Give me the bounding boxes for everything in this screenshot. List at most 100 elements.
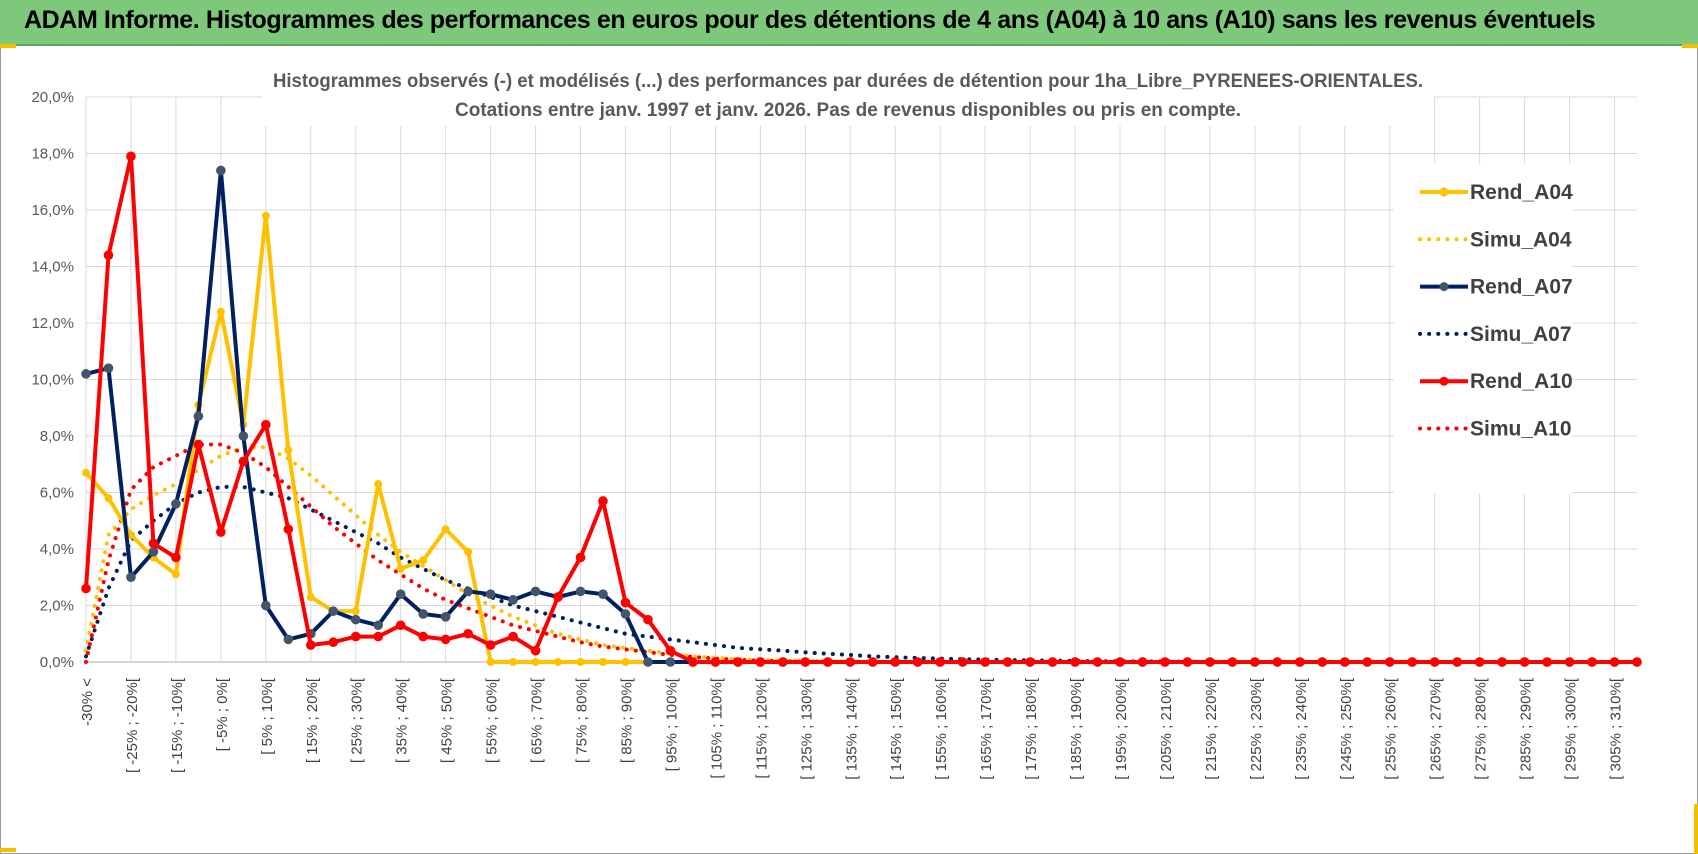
data-point <box>508 631 518 642</box>
x-tick-label: [ 225% ; 230%[ <box>1248 677 1265 780</box>
x-tick-label: [ 275% ; 280%[ <box>1473 677 1490 780</box>
data-point <box>1002 657 1013 667</box>
data-point <box>216 307 225 316</box>
data-point <box>1497 657 1507 667</box>
data-point <box>148 547 159 557</box>
y-tick-label: 0,0% <box>40 654 74 671</box>
data-point <box>1474 657 1485 667</box>
data-point <box>598 496 608 506</box>
data-point <box>440 634 451 645</box>
data-point <box>620 609 631 619</box>
x-tick-label: [ 135% ; 140%[ <box>843 677 860 780</box>
data-point <box>464 547 473 556</box>
report-banner: ADAM Informe. Histogrammes des performan… <box>0 0 1698 46</box>
data-point <box>418 609 428 619</box>
data-point <box>1407 657 1418 667</box>
data-point <box>1092 657 1103 667</box>
data-point <box>81 583 91 594</box>
x-tick-label: [ 215% ; 220%[ <box>1203 677 1220 780</box>
series-line-simu_a07 <box>84 484 1639 664</box>
x-tick-label: [ 255% ; 260%[ <box>1383 677 1400 780</box>
x-tick-label: [ -25% ; -20%[ <box>124 677 141 773</box>
x-tick-label: [ 25% ; 30%[ <box>349 677 366 763</box>
data-point <box>193 439 204 450</box>
data-point <box>1519 657 1530 667</box>
x-tick-label: [ 265% ; 270%[ <box>1428 677 1445 780</box>
data-point <box>373 620 384 631</box>
data-point <box>620 597 631 608</box>
x-tick-label: [ 115% ; 120%[ <box>753 677 770 778</box>
data-point <box>126 572 136 583</box>
data-point <box>238 431 249 441</box>
legend-label: Simu_A07 <box>1470 323 1572 346</box>
x-tick-label: [ 285% ; 290%[ <box>1518 677 1535 780</box>
data-point <box>1295 657 1305 667</box>
data-point <box>396 564 405 573</box>
data-point <box>643 614 653 625</box>
data-point <box>351 607 360 616</box>
legend-marker <box>1439 376 1449 386</box>
data-point <box>395 589 406 599</box>
data-point <box>509 658 518 666</box>
x-tick-label: [ 85% ; 90%[ <box>618 677 635 763</box>
legend-marker <box>1439 187 1449 197</box>
data-point <box>485 589 496 599</box>
data-point <box>1339 657 1350 667</box>
data-point <box>1070 657 1080 667</box>
legend-background <box>1394 164 1572 494</box>
y-tick-label: 18,0% <box>31 146 74 163</box>
y-tick-label: 8,0% <box>40 428 74 445</box>
data-point <box>890 657 901 667</box>
y-tick-label: 6,0% <box>40 485 74 502</box>
legend-label: Rend_A10 <box>1470 370 1573 393</box>
data-point <box>193 411 204 422</box>
data-point <box>733 657 743 667</box>
data-point <box>1564 657 1575 667</box>
data-point <box>1632 657 1642 667</box>
data-point <box>103 250 114 260</box>
data-point <box>1362 657 1373 667</box>
data-point <box>1137 657 1148 667</box>
x-tick-label: [ 55% ; 60%[ <box>484 677 501 763</box>
data-point <box>554 658 563 666</box>
x-tick-label: -30% < <box>79 678 96 726</box>
corner-mark-bottom-left <box>0 848 16 852</box>
legend-label: Rend_A04 <box>1470 181 1573 204</box>
data-point <box>283 524 294 535</box>
x-tick-label: [ 35% ; 40%[ <box>394 677 411 763</box>
data-point <box>665 657 676 667</box>
x-tick-label: [ 5% ; 10%[ <box>259 677 276 755</box>
data-point <box>440 612 451 622</box>
data-point <box>912 657 923 667</box>
corner-mark-top-left <box>0 44 16 48</box>
data-point <box>1272 657 1283 667</box>
data-point <box>576 658 585 666</box>
data-point <box>126 530 135 539</box>
data-point <box>1429 657 1440 667</box>
corner-mark-top-right <box>1682 44 1698 48</box>
data-point <box>419 556 428 565</box>
x-tick-label: [ 305% ; 310%[ <box>1608 677 1625 780</box>
data-point <box>261 211 270 220</box>
x-tick-label: [ 95% ; 100%[ <box>663 677 680 771</box>
data-point <box>1025 657 1035 667</box>
data-point <box>530 586 541 597</box>
data-point <box>957 657 968 667</box>
data-point <box>350 631 361 642</box>
data-point <box>82 468 90 477</box>
data-point <box>621 658 630 666</box>
data-point <box>1384 657 1395 667</box>
data-point <box>350 614 361 625</box>
chart-title: Histogrammes observés (-) et modélisés (… <box>273 71 1423 92</box>
x-tick-label: [ 155% ; 160%[ <box>933 677 950 780</box>
data-point <box>530 645 541 656</box>
data-point <box>553 592 563 602</box>
x-tick-label: [ 125% ; 130%[ <box>798 677 815 780</box>
data-point <box>216 527 226 537</box>
data-point <box>1587 657 1597 667</box>
x-tick-label: [ 295% ; 300%[ <box>1563 677 1580 780</box>
x-tick-label: [ 65% ; 70%[ <box>529 677 546 763</box>
chart-title-background <box>262 60 1434 126</box>
data-point <box>822 657 833 667</box>
data-point <box>486 658 495 666</box>
